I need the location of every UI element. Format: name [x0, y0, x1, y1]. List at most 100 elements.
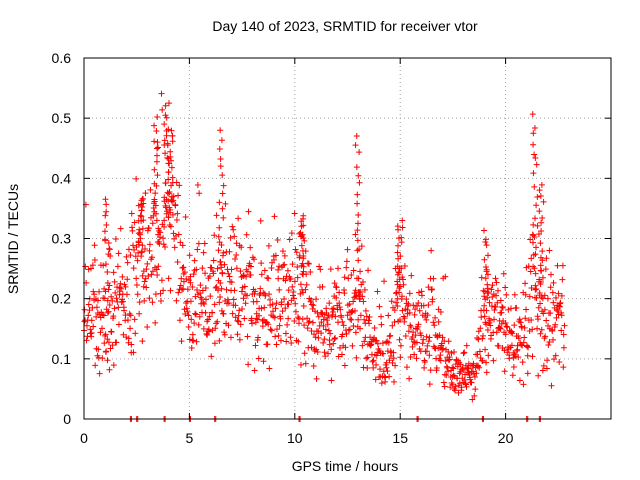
- data-point: [197, 282, 204, 289]
- data-point: [93, 313, 100, 320]
- data-point: [297, 290, 304, 297]
- data-point: [550, 299, 557, 306]
- data-point: [450, 365, 457, 372]
- data-point: [413, 355, 420, 362]
- data-point: [217, 127, 224, 134]
- data-point: [105, 239, 112, 246]
- data-point: [129, 227, 136, 234]
- data-point: [105, 339, 112, 346]
- data-point: [275, 266, 282, 273]
- data-point: [290, 289, 297, 296]
- data-point: [550, 279, 557, 286]
- data-point: [217, 258, 224, 265]
- data-point: [199, 287, 206, 294]
- data-point: [405, 328, 412, 335]
- x-tick-label: 10: [287, 430, 303, 446]
- data-point: [230, 296, 237, 303]
- data-point: [276, 322, 283, 329]
- data-point: [537, 267, 544, 274]
- data-point: [485, 290, 492, 297]
- data-point: [516, 316, 523, 323]
- data-point: [343, 258, 350, 265]
- data-point: [498, 309, 505, 316]
- data-point: [421, 364, 428, 371]
- data-point: [130, 242, 137, 249]
- data-point: [384, 368, 391, 375]
- data-point: [524, 370, 531, 377]
- data-point: [236, 336, 243, 343]
- data-point: [321, 336, 328, 343]
- data-point: [445, 348, 452, 355]
- data-point: [371, 325, 378, 332]
- data-point: [217, 293, 224, 300]
- data-point: [219, 269, 226, 276]
- data-point: [300, 252, 307, 259]
- data-point: [216, 299, 223, 306]
- data-point: [259, 317, 266, 324]
- data-point: [430, 275, 437, 282]
- data-point: [521, 324, 528, 331]
- data-point: [534, 325, 541, 332]
- data-point: [280, 262, 287, 269]
- data-point: [352, 142, 359, 149]
- data-point: [215, 247, 222, 254]
- data-point: [311, 331, 318, 338]
- data-point: [223, 286, 230, 293]
- data-point: [394, 242, 401, 249]
- data-point: [541, 306, 548, 313]
- data-point: [304, 315, 311, 322]
- data-point: [308, 296, 315, 303]
- data-point: [192, 311, 199, 318]
- data-point: [298, 242, 305, 249]
- data-point: [539, 215, 546, 222]
- data-point: [122, 312, 129, 319]
- data-point: [446, 356, 453, 363]
- data-point: [462, 380, 469, 387]
- data-point: [162, 102, 169, 109]
- data-point: [167, 148, 174, 155]
- data-point: [301, 350, 308, 357]
- data-point: [186, 252, 193, 259]
- data-point: [227, 234, 234, 241]
- data-point: [401, 315, 408, 322]
- data-point: [235, 215, 242, 222]
- data-point: [554, 262, 561, 269]
- data-point: [281, 261, 288, 268]
- y-tick-label: 0.4: [52, 170, 72, 186]
- data-point: [532, 270, 539, 277]
- data-point: [324, 321, 331, 328]
- data-point: [197, 290, 204, 297]
- data-point: [378, 321, 385, 328]
- data-point: [529, 353, 536, 360]
- data-point: [115, 321, 122, 328]
- data-point: [89, 304, 96, 311]
- data-point: [361, 338, 368, 345]
- data-point: [397, 354, 404, 361]
- data-point: [104, 309, 111, 316]
- data-point: [333, 284, 340, 291]
- data-point: [273, 341, 280, 348]
- data-point: [141, 297, 148, 304]
- data-point: [154, 272, 161, 279]
- data-point: [532, 215, 539, 222]
- x-tick-label: 5: [186, 430, 194, 446]
- data-point: [344, 312, 351, 319]
- data-point: [165, 176, 172, 183]
- data-point: [160, 235, 167, 242]
- data-point: [420, 336, 427, 343]
- data-point: [373, 361, 380, 368]
- data-point: [547, 310, 554, 317]
- data-point: [173, 297, 180, 304]
- data-point: [85, 301, 92, 308]
- y-tick-label: 0.1: [52, 351, 72, 367]
- data-point: [211, 340, 218, 347]
- data-point: [483, 307, 490, 314]
- data-point: [428, 247, 435, 254]
- data-point: [110, 269, 117, 276]
- data-point: [104, 357, 111, 364]
- data-point: [231, 287, 238, 294]
- data-point: [102, 261, 109, 268]
- data-point: [534, 316, 541, 323]
- data-point: [225, 270, 232, 277]
- data-point: [194, 287, 201, 294]
